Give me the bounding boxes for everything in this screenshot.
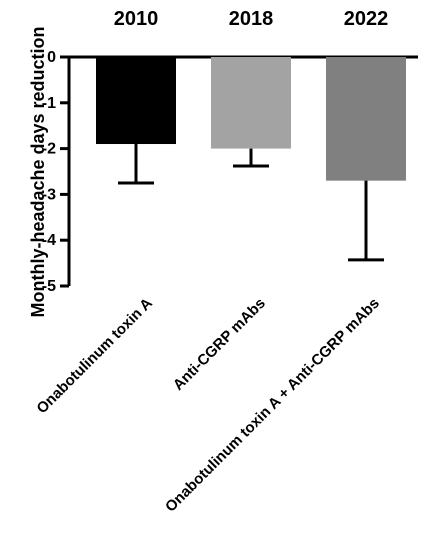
category-label: Anti-CGRP mAbs bbox=[170, 295, 269, 394]
y-tick-label: -3 bbox=[42, 186, 56, 203]
year-label: 2018 bbox=[229, 8, 274, 30]
year-label: 2022 bbox=[344, 8, 389, 30]
y-tick-label: -2 bbox=[42, 141, 56, 158]
bar bbox=[211, 57, 291, 149]
y-tick-label: 0 bbox=[47, 49, 56, 66]
bar bbox=[326, 57, 406, 181]
y-tick-label: -4 bbox=[42, 232, 56, 249]
bar bbox=[96, 57, 176, 145]
category-label: Onabotulinum toxin A + Anti-CGRP mAbs bbox=[162, 295, 383, 516]
category-label: Onabotulinum toxin A bbox=[33, 295, 156, 418]
y-axis-label: Monthly-headache days reduction bbox=[28, 26, 48, 317]
y-tick-label: -1 bbox=[42, 95, 56, 112]
year-label: 2010 bbox=[114, 8, 159, 30]
y-tick-label: -5 bbox=[42, 278, 56, 295]
plot-area: 0 -1 -2 -3 -4 -5 2010 Onabotulinum toxin A 2018 A… bbox=[33, 8, 418, 516]
